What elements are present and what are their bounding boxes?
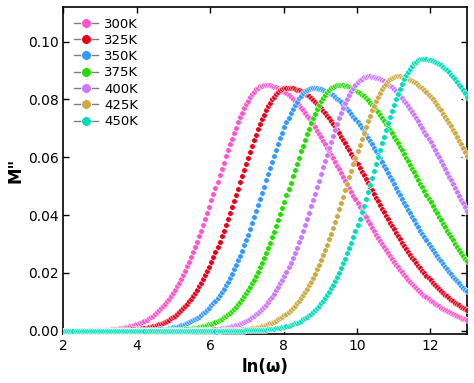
Legend: 300K, 325K, 350K, 375K, 400K, 425K, 450K: 300K, 325K, 350K, 375K, 400K, 425K, 450K	[70, 13, 142, 132]
X-axis label: ln(ω): ln(ω)	[242, 358, 289, 376]
Y-axis label: M": M"	[7, 158, 25, 183]
